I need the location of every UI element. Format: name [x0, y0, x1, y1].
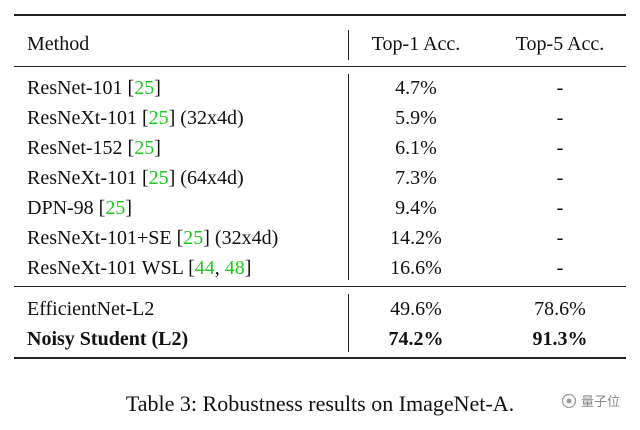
column-divider [348, 74, 349, 280]
method-text: ] [244, 257, 252, 279]
method-cell: EfficientNet-L2 [27, 297, 154, 321]
citation: 25 [148, 107, 169, 129]
top5-cell: - [556, 77, 564, 99]
column-divider [348, 294, 349, 352]
top5-cell: 78.6% [534, 298, 586, 320]
top5-cell: 91.3% [532, 328, 588, 350]
method-text: ResNet-152 [ [27, 137, 135, 159]
top-rule [14, 14, 626, 16]
top1-cell: 74.2% [388, 328, 444, 350]
citation: 25 [134, 77, 155, 99]
method-cell: ResNeXt-101+SE [25] (32x4d) [27, 226, 278, 250]
method-text: ResNeXt-101 [ [27, 107, 149, 129]
method-text: DPN-98 [ [27, 197, 106, 219]
method-text: ] (32x4d) [168, 107, 244, 129]
watermark: 量子位 [556, 389, 624, 412]
top1-cell: 4.7% [395, 77, 437, 99]
top5-cell: - [556, 227, 564, 249]
method-text: ResNeXt-101 WSL [ [27, 257, 195, 279]
method-text: ResNeXt-101 [ [27, 167, 149, 189]
top1-cell: 9.4% [395, 197, 437, 219]
method-text: Noisy Student (L2) [27, 328, 189, 350]
top1-cell: 5.9% [395, 107, 437, 129]
header-cell: Top-5 Acc. [515, 33, 605, 55]
top5-cell: - [556, 167, 564, 189]
group-rule [14, 286, 626, 287]
citation: 25 [134, 137, 155, 159]
header-cell: Method [27, 33, 90, 55]
method-text: ] (64x4d) [168, 167, 244, 189]
top1-cell: 6.1% [395, 137, 437, 159]
bottom-rule [14, 357, 626, 359]
citation: 48 [224, 257, 245, 279]
top5-cell: - [556, 257, 564, 279]
watermark-text: 量子位 [580, 395, 620, 410]
method-text: ResNeXt-101+SE [ [27, 227, 184, 249]
citation: 44 [194, 257, 215, 279]
method-cell: ResNet-101 [25] [27, 76, 161, 100]
top1-cell: 16.6% [390, 257, 442, 279]
top5-cell: - [556, 137, 564, 159]
column-divider [348, 30, 349, 60]
method-text: ] [125, 197, 133, 219]
method-text: ] (32x4d) [203, 227, 279, 249]
method-text: , [214, 257, 225, 279]
top5-cell: - [556, 107, 564, 129]
method-cell: DPN-98 [25] [27, 196, 132, 220]
header-rule [14, 66, 626, 67]
method-text: ResNet-101 [ [27, 77, 135, 99]
caption: Table 3: Robustness results on ImageNet-… [125, 391, 515, 416]
citation: 25 [105, 197, 126, 219]
method-text: ] [154, 137, 161, 159]
method-cell: Noisy Student (L2) [27, 327, 188, 351]
watermark-icon [561, 393, 577, 408]
citation: 25 [183, 227, 204, 249]
top1-cell: 14.2% [390, 227, 442, 249]
method-text: EfficientNet-L2 [27, 298, 155, 320]
citation: 25 [148, 167, 169, 189]
header-cell: Top-1 Acc. [371, 33, 461, 55]
method-text: ] [154, 77, 161, 99]
method-cell: ResNeXt-101 [25] (64x4d) [27, 166, 244, 190]
method-cell: ResNet-152 [25] [27, 136, 161, 160]
top1-cell: 49.6% [390, 298, 442, 320]
top1-cell: 7.3% [395, 167, 437, 189]
method-cell: ResNeXt-101 [25] (32x4d) [27, 106, 244, 130]
top5-cell: - [556, 197, 564, 219]
method-cell: ResNeXt-101 WSL [44, 48] [27, 256, 251, 280]
